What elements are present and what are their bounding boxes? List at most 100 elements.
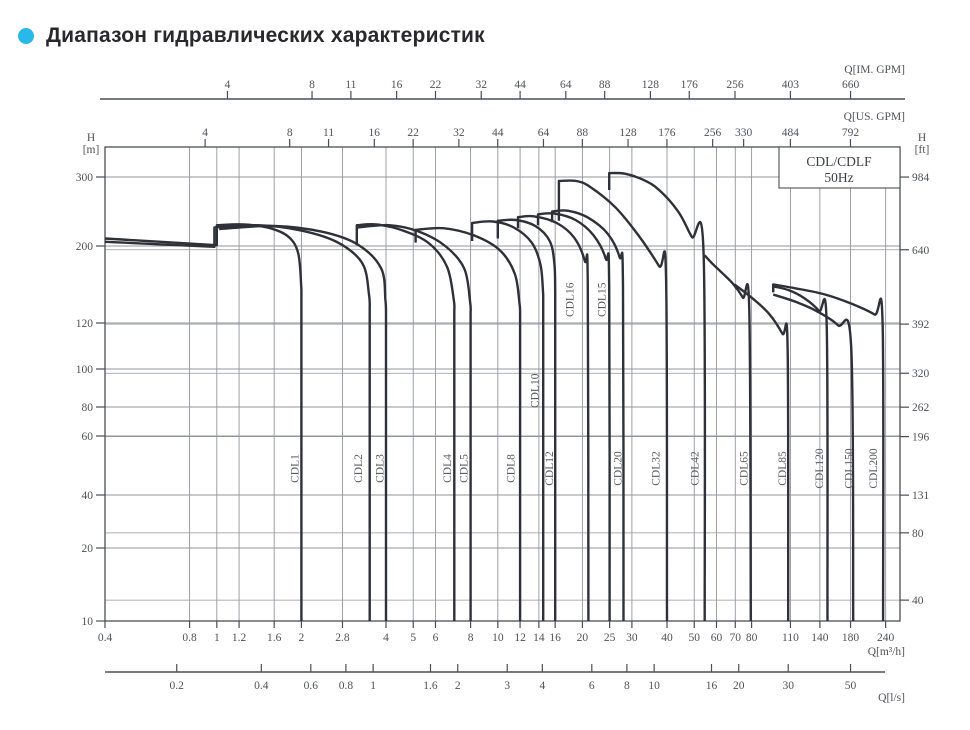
svg-text:660: 660: [842, 79, 860, 91]
svg-text:80: 80: [746, 632, 758, 644]
axis-h-ft: 40 80 131 196 262 320 392 640 984 H[ft]: [900, 132, 930, 607]
series-label-CDL1: CDL1: [290, 454, 302, 483]
series-label-CDL120: CDL120: [814, 448, 826, 489]
svg-text:120: 120: [76, 318, 94, 330]
svg-text:22: 22: [430, 79, 442, 91]
svg-text:4: 4: [225, 79, 231, 91]
svg-text:984: 984: [912, 172, 930, 184]
page-title: Диапазон гидравлических характеристик: [46, 24, 485, 47]
svg-text:0.4: 0.4: [254, 680, 269, 692]
svg-text:80: 80: [912, 528, 924, 540]
svg-text:30: 30: [782, 680, 794, 692]
axis-h-m: 10 20 40 60 80 100 120 200 300 H[m]: [76, 132, 105, 628]
curve-CDL4: [355, 223, 456, 621]
svg-text:320: 320: [912, 368, 930, 380]
svg-text:3: 3: [504, 680, 510, 692]
series-label-CDL150: CDL150: [844, 448, 856, 489]
svg-text:131: 131: [912, 490, 930, 502]
series-labels: CDL1 CDL2 CDL3 CDL4 CDL5 CDL8 CDL10 CDL12 CDL16 C…: [290, 282, 880, 488]
svg-text:6: 6: [589, 680, 595, 692]
svg-text:0.6: 0.6: [304, 680, 319, 692]
axis-label-q-m3h: Q[m³/h]: [868, 646, 905, 658]
plot-border: [104, 146, 901, 622]
svg-text:11: 11: [323, 127, 334, 139]
svg-text:300: 300: [76, 172, 94, 184]
series-label-CDL10: CDL10: [529, 373, 541, 408]
svg-text:2: 2: [455, 680, 461, 692]
curve-CDL150: [772, 293, 855, 622]
svg-text:100: 100: [76, 364, 94, 376]
svg-text:403: 403: [782, 79, 800, 91]
axis-label-ft: [ft]: [915, 144, 930, 156]
axis-q-ls: 0.2 0.4 0.6 0.8 1 1.6 2 3 4 6 8 10 16 20 30 50 Q[l/s]: [105, 664, 905, 704]
svg-text:70: 70: [730, 632, 742, 644]
svg-text:80: 80: [82, 402, 94, 414]
svg-text:10: 10: [648, 680, 660, 692]
svg-text:88: 88: [599, 79, 611, 91]
svg-text:256: 256: [704, 127, 722, 139]
svg-text:50: 50: [688, 632, 700, 644]
svg-text:60: 60: [711, 632, 723, 644]
svg-text:1.6: 1.6: [267, 632, 282, 644]
svg-text:8: 8: [624, 680, 630, 692]
svg-text:2.8: 2.8: [335, 632, 350, 644]
svg-text:20: 20: [733, 680, 745, 692]
svg-text:4: 4: [383, 632, 389, 644]
svg-text:8: 8: [287, 127, 293, 139]
series-label-CDL4: CDL4: [442, 454, 454, 483]
legend-frequency: 50Hz: [824, 170, 853, 185]
svg-text:6: 6: [433, 632, 439, 644]
series-label-CDL3: CDL3: [375, 454, 387, 483]
svg-text:44: 44: [514, 79, 526, 91]
gridlines: [105, 147, 900, 621]
curve-CDL8: [414, 226, 522, 621]
curve-CDL2: [104, 223, 371, 621]
svg-text:12: 12: [514, 632, 526, 644]
curve-CDL32: [557, 179, 669, 622]
pump-curves: [104, 171, 885, 622]
svg-text:200: 200: [76, 241, 94, 253]
svg-text:196: 196: [912, 432, 930, 444]
svg-text:88: 88: [577, 127, 589, 139]
axis-label-h: H: [87, 132, 95, 144]
axis-label-im-gpm: Q[IM. GPM]: [844, 64, 905, 76]
series-label-CDL12: CDL12: [544, 451, 556, 486]
curve-CDL10: [470, 220, 545, 621]
svg-text:44: 44: [492, 127, 504, 139]
svg-text:10: 10: [492, 632, 504, 644]
svg-text:25: 25: [604, 632, 616, 644]
svg-text:32: 32: [475, 79, 487, 91]
svg-text:22: 22: [407, 127, 419, 139]
series-label-CDL65: CDL65: [739, 451, 751, 486]
curve-CDL3: [219, 224, 388, 621]
svg-text:176: 176: [681, 79, 699, 91]
legend-series-name: CDL/CDLF: [806, 154, 872, 169]
svg-text:128: 128: [642, 79, 660, 91]
curve-CDL65: [703, 254, 752, 622]
bullet-icon: [18, 28, 34, 44]
axis-q-m3h: 0.4 0.8 1 1.2 1.6 2 2.8 4 5 6 8 10 12 14 16 20 25 30 40 50 6…: [98, 621, 905, 658]
axis-im-gpm: 4 8 11 16 22 32 44 64 88 128 176 256 403 660 Q[IM. GPM…: [100, 64, 905, 100]
svg-text:1.6: 1.6: [423, 680, 438, 692]
series-label-CDL200: CDL200: [868, 448, 880, 489]
svg-text:16: 16: [391, 79, 403, 91]
svg-text:20: 20: [82, 543, 94, 555]
axis-label-us-gpm: Q[US. GPM]: [844, 111, 905, 123]
svg-text:2: 2: [299, 632, 305, 644]
curve-CDL120: [772, 285, 829, 622]
axis-label-m: [m]: [83, 144, 100, 156]
svg-text:792: 792: [842, 127, 860, 139]
svg-text:1: 1: [214, 632, 220, 644]
svg-text:0.4: 0.4: [98, 632, 113, 644]
svg-text:392: 392: [912, 319, 930, 331]
chart-header: Диапазон гидравлических характеристик: [18, 24, 485, 48]
svg-text:140: 140: [811, 632, 829, 644]
series-label-CDL85: CDL85: [777, 451, 789, 486]
svg-text:16: 16: [549, 632, 561, 644]
svg-text:32: 32: [453, 127, 465, 139]
curve-CDL85: [733, 283, 790, 622]
svg-text:64: 64: [538, 127, 550, 139]
series-label-CDL8: CDL8: [506, 454, 518, 483]
svg-text:30: 30: [626, 632, 638, 644]
